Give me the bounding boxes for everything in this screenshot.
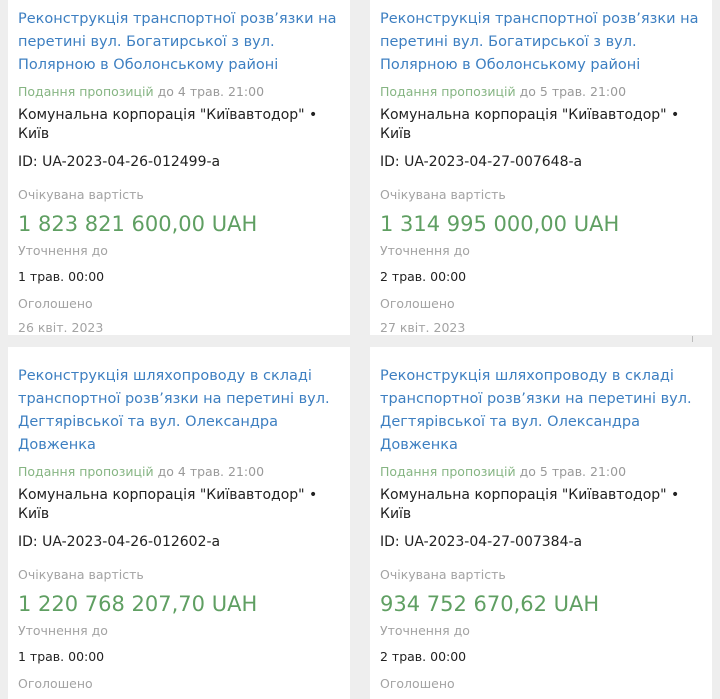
tender-card[interactable]: Реконструкція транспортної розв’язки на … (370, 0, 712, 335)
tender-id: ID: UA-2023-04-26-012602-a (18, 534, 221, 550)
tender-title-link[interactable]: Реконструкція транспортної розв’язки на … (18, 11, 337, 73)
clarification-label: Уточнення до (18, 623, 108, 638)
organization: Комунальна корпорація "Київавтодор" • Ки… (380, 107, 680, 142)
submission-deadline: Подання пропозицій до 5 трав. 21:00 (380, 83, 702, 101)
deadline-label: Подання пропозицій (380, 464, 516, 479)
announced-date: 27 квіт. 2023 (380, 320, 466, 335)
deadline-value: до 5 трав. 21:00 (519, 84, 627, 99)
deadline-label: Подання пропозицій (18, 84, 154, 99)
tender-card[interactable]: Реконструкція шляхопроводу в складі тран… (370, 347, 712, 699)
tender-card[interactable]: Реконструкція шляхопроводу в складі тран… (8, 347, 350, 699)
expected-value-label: Очікувана вартість (380, 187, 506, 202)
clarification-date: 1 трав. 00:00 (18, 269, 105, 284)
announced-label: Оголошено (380, 676, 455, 691)
organization: Комунальна корпорація "Київавтодор" • Ки… (380, 487, 680, 522)
announced-label: Оголошено (18, 296, 93, 311)
expected-value: 1 823 821 600,00 UAH (18, 212, 258, 236)
deadline-label: Подання пропозицій (380, 84, 516, 99)
tender-card[interactable]: Реконструкція транспортної розв’язки на … (8, 0, 350, 335)
clarification-date: 2 трав. 00:00 (380, 649, 467, 664)
clarification-date: 2 трав. 00:00 (380, 269, 467, 284)
deadline-value: до 4 трав. 21:00 (157, 84, 265, 99)
announced-date: 26 квіт. 2023 (18, 320, 104, 335)
tender-id: ID: UA-2023-04-26-012499-a (18, 154, 221, 170)
submission-deadline: Подання пропозицій до 4 трав. 21:00 (18, 83, 340, 101)
clarification-date: 1 трав. 00:00 (18, 649, 105, 664)
deadline-value: до 5 трав. 21:00 (519, 464, 627, 479)
tender-title-link[interactable]: Реконструкція шляхопроводу в складі тран… (380, 368, 692, 453)
tender-id: ID: UA-2023-04-27-007384-a (380, 534, 583, 550)
expected-value: 1 220 768 207,70 UAH (18, 592, 258, 616)
announced-label: Оголошено (380, 296, 455, 311)
announced-label: Оголошено (18, 676, 93, 691)
expected-value-label: Очікувана вартість (380, 567, 506, 582)
submission-deadline: Подання пропозицій до 5 трав. 21:00 (380, 463, 702, 481)
clarification-label: Уточнення до (380, 623, 470, 638)
submission-deadline: Подання пропозицій до 4 трав. 21:00 (18, 463, 340, 481)
expected-value: 934 752 670,62 UAH (380, 592, 600, 616)
scrollbar[interactable] (692, 336, 693, 342)
organization: Комунальна корпорація "Київавтодор" • Ки… (18, 487, 318, 522)
expected-value-label: Очікувана вартість (18, 567, 144, 582)
organization: Комунальна корпорація "Київавтодор" • Ки… (18, 107, 318, 142)
tender-title-link[interactable]: Реконструкція транспортної розв’язки на … (380, 11, 699, 73)
tender-id: ID: UA-2023-04-27-007648-a (380, 154, 583, 170)
clarification-label: Уточнення до (18, 243, 108, 258)
deadline-value: до 4 трав. 21:00 (157, 464, 265, 479)
deadline-label: Подання пропозицій (18, 464, 154, 479)
clarification-label: Уточнення до (380, 243, 470, 258)
expected-value: 1 314 995 000,00 UAH (380, 212, 620, 236)
tender-title-link[interactable]: Реконструкція шляхопроводу в складі тран… (18, 368, 330, 453)
expected-value-label: Очікувана вартість (18, 187, 144, 202)
